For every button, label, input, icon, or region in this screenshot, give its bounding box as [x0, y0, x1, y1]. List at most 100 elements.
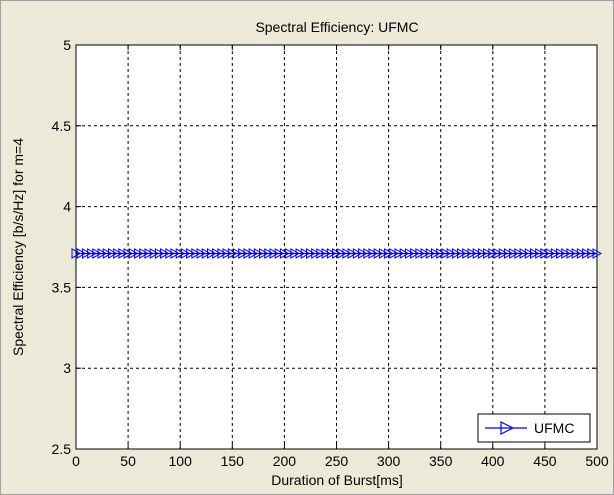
data-point [415, 248, 425, 259]
data-point [144, 248, 154, 259]
data-point [165, 248, 175, 259]
data-point [134, 248, 144, 259]
data-point [191, 248, 201, 259]
x-tick-label: 200 [273, 453, 297, 469]
data-point [582, 248, 592, 259]
x-tick-label: 500 [585, 453, 609, 469]
data-point [206, 248, 217, 259]
data-point [154, 248, 165, 259]
data-point [342, 248, 352, 259]
data-point [212, 248, 222, 259]
data-point [477, 248, 488, 259]
data-point [248, 248, 259, 259]
data-point [514, 248, 524, 259]
data-point [441, 248, 451, 259]
data-point [524, 248, 535, 259]
data-point [295, 248, 306, 259]
data-point [337, 248, 347, 259]
y-axis-label: Spectral Efficiency [b/s/Hz] for m=4 [10, 138, 26, 356]
data-point [180, 248, 191, 259]
data-point [363, 248, 373, 259]
data-point [587, 248, 597, 259]
data-point [321, 248, 332, 259]
grid-lines [76, 45, 597, 449]
data-point [399, 248, 410, 259]
data-point [316, 248, 326, 259]
data-point [550, 248, 561, 259]
data-point [430, 248, 441, 259]
data-point [243, 248, 253, 259]
data-point [76, 248, 87, 259]
data-point [123, 248, 134, 259]
data-point [290, 248, 300, 259]
data-point [264, 248, 274, 259]
data-point [71, 248, 82, 259]
data-point [279, 248, 290, 259]
data-point [472, 248, 483, 259]
y-tick-label: 4 [63, 199, 71, 215]
x-tick-label: 0 [72, 453, 80, 469]
data-point [420, 248, 431, 259]
data-point [394, 248, 405, 259]
data-point [566, 248, 576, 259]
data-point [592, 248, 603, 259]
data-point [92, 248, 102, 259]
data-point [102, 248, 113, 259]
data-point [358, 248, 368, 259]
data-point [451, 248, 462, 259]
data-point [509, 248, 519, 259]
legend: UFMC [477, 413, 591, 443]
legend-marker-icon [500, 421, 515, 435]
data-point [326, 248, 337, 259]
data-point [378, 248, 389, 259]
data-point [556, 248, 566, 259]
data-point [373, 248, 384, 259]
data-point [149, 248, 160, 259]
data-point [269, 248, 279, 259]
data-point [233, 248, 243, 259]
data-point [493, 248, 504, 259]
data-point [467, 248, 477, 259]
x-tick-label: 450 [533, 453, 557, 469]
y-tick-label: 5 [63, 37, 71, 53]
data-point [498, 248, 509, 259]
data-point [545, 248, 556, 259]
data-point [389, 248, 399, 259]
y-tick-label: 4.5 [52, 118, 72, 134]
y-tick-label: 3.5 [52, 279, 72, 295]
data-point [462, 248, 472, 259]
data-point [540, 248, 550, 259]
data-point [488, 248, 498, 259]
data-point [139, 248, 149, 259]
data-point [576, 248, 587, 259]
data-point [483, 248, 493, 259]
data-point [118, 248, 128, 259]
data-point [384, 248, 394, 259]
x-tick-label: 100 [169, 453, 193, 469]
data-point [175, 248, 186, 259]
data-point [238, 248, 248, 259]
data-point [347, 248, 358, 259]
data-point [446, 248, 457, 259]
chart-title: Spectral Efficiency: UFMC [255, 19, 418, 35]
data-point [253, 248, 264, 259]
data-point [535, 248, 545, 259]
x-tick-label: 300 [377, 453, 401, 469]
data-point [128, 248, 139, 259]
data-point [170, 248, 181, 259]
data-point [259, 248, 269, 259]
axis-ticks: 0 50 100 150 200 250 300 350 400 450 500 2.5 3 3.5 4 4.… [52, 37, 609, 469]
data-point [457, 248, 467, 259]
data-point [305, 248, 316, 259]
y-tick-label: 2.5 [52, 441, 72, 457]
data-point [186, 248, 196, 259]
data-point [107, 248, 118, 259]
data-point [113, 248, 123, 259]
data-point [217, 248, 227, 259]
data-point [201, 248, 212, 259]
data-point [160, 248, 170, 259]
data-point [503, 248, 514, 259]
data-point [410, 248, 420, 259]
